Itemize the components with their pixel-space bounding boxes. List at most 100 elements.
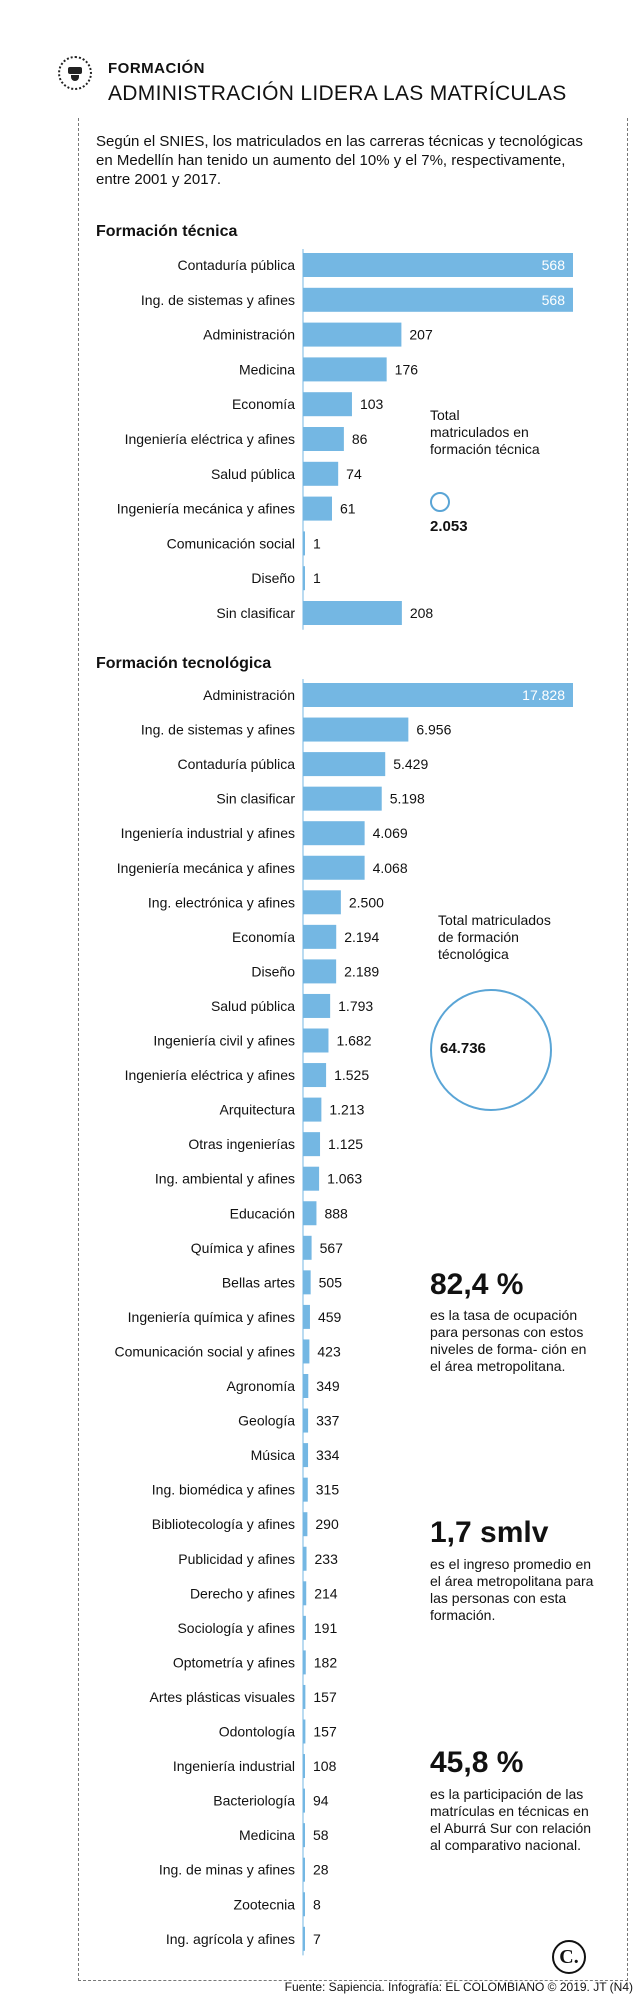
tecnologica-category-label: Química y afines [191, 1240, 295, 1256]
tecnologica-category-label: Bellas artes [222, 1274, 295, 1290]
fact-participation-value: 45,8 % [430, 1746, 524, 1779]
tecnologica-bar [303, 1892, 305, 1917]
total-tecnologica-value: 64.736 [440, 1040, 486, 1057]
fact-participation-text: es la participación de las matrículas en… [430, 1786, 592, 1853]
tecnologica-value-label: 5.198 [390, 791, 425, 807]
tecnologica-bar [303, 1339, 310, 1364]
tecnologica-bar [303, 959, 337, 984]
tecnica-bar [303, 253, 573, 277]
tecnica-value-label: 176 [395, 361, 419, 377]
tecnologica-bar [303, 1132, 321, 1157]
el-colombiano-logo: C. [552, 1940, 586, 1974]
tecnologica-bar [303, 1788, 305, 1813]
tecnologica-category-label: Bibliotecología y afines [152, 1516, 295, 1532]
tecnica-category-label: Medicina [239, 361, 295, 377]
total-tecnica-circle [430, 492, 450, 512]
graduation-cap-icon [58, 56, 92, 90]
tecnica-category-label: Contaduría pública [177, 257, 295, 273]
tecnologica-bar [303, 1028, 329, 1053]
tecnologica-bar [303, 993, 331, 1018]
tecnica-category-label: Ingeniería mecánica y afines [117, 501, 295, 517]
tecnologica-category-label: Ingeniería industrial y afines [121, 825, 295, 841]
tecnologica-value-label: 4.068 [373, 860, 408, 876]
tecnologica-value-label: 315 [316, 1482, 340, 1498]
source-credit: Fuente: Sapiencia. Infografía: EL COLOMB… [284, 1980, 633, 1994]
tecnologica-category-label: Música [251, 1447, 296, 1463]
tecnica-value-label: 568 [542, 292, 566, 308]
tecnologica-category-label: Salud pública [211, 998, 295, 1014]
tecnologica-category-label: Publicidad y afines [178, 1551, 295, 1567]
tecnologica-value-label: 459 [318, 1309, 342, 1325]
tecnica-category-label: Comunicación social [167, 535, 295, 551]
tecnica-bar [303, 322, 402, 347]
tecnologica-category-label: Ingeniería mecánica y afines [117, 860, 295, 876]
tecnica-value-label: 61 [340, 501, 356, 517]
tecnologica-value-label: 1.682 [336, 1033, 371, 1049]
tecnologica-category-label: Ingeniería industrial [173, 1758, 295, 1774]
tecnologica-bar [303, 683, 573, 707]
tecnica-value-label: 1 [313, 535, 321, 551]
tecnologica-category-label: Diseño [251, 963, 295, 979]
tecnologica-category-label: Comunicación social y afines [114, 1343, 295, 1359]
tecnologica-category-label: Ingeniería química y afines [128, 1309, 295, 1325]
tecnologica-value-label: 28 [313, 1862, 329, 1878]
tecnologica-bar [303, 821, 365, 846]
tecnologica-bar [303, 924, 337, 949]
tecnologica-category-label: Bacteriología [213, 1793, 295, 1809]
tecnica-bar [303, 287, 573, 312]
total-tecnica-value: 2.053 [430, 518, 468, 535]
tecnologica-category-label: Contaduría pública [177, 756, 295, 772]
tecnica-bar [303, 601, 402, 625]
tecnologica-category-label: Agronomía [227, 1378, 296, 1394]
tecnologica-bar [303, 1546, 307, 1571]
tecnologica-category-label: Ing. agrícola y afines [166, 1931, 295, 1947]
tecnologica-value-label: 2.194 [344, 929, 379, 945]
tecnologica-value-label: 8 [313, 1896, 321, 1912]
tecnologica-category-label: Derecho y afines [190, 1585, 295, 1601]
tecnologica-value-label: 7 [313, 1931, 321, 1947]
tecnologica-value-label: 1.125 [328, 1136, 363, 1152]
tecnica-category-label: Ing. de sistemas y afines [141, 292, 295, 308]
chart-title-tecnica: Formación técnica [96, 223, 238, 240]
tecnica-bar [303, 392, 352, 417]
tecnica-bar [303, 496, 332, 521]
tecnologica-value-label: 888 [324, 1205, 348, 1221]
tecnologica-bar [303, 1408, 309, 1433]
tecnologica-value-label: 505 [319, 1274, 343, 1290]
total-tecnica-label: Total matriculados en formación técnica [430, 407, 540, 457]
tecnologica-value-label: 4.069 [373, 825, 408, 841]
tecnologica-category-label: Artes plásticas visuales [149, 1689, 295, 1705]
total-tecnologica-label: Total matriculados de formación técnológ… [438, 912, 551, 962]
tecnologica-category-label: Ingeniería civil y afines [153, 1033, 295, 1049]
tecnologica-bar [303, 717, 409, 742]
tecnica-value-label: 74 [346, 466, 362, 482]
tecnica-category-label: Salud pública [211, 466, 295, 482]
tecnica-value-label: 568 [542, 257, 566, 273]
tecnologica-bar [303, 1374, 309, 1398]
tecnica-bar [303, 566, 305, 591]
tecnologica-category-label: Ing. electrónica y afines [148, 894, 295, 910]
tecnologica-bar [303, 752, 386, 777]
tecnica-bar [303, 461, 339, 486]
tecnologica-value-label: 1.213 [329, 1102, 364, 1118]
tecnologica-bar [303, 1926, 305, 1951]
tecnologica-value-label: 567 [320, 1240, 344, 1256]
tecnologica-value-label: 290 [315, 1516, 339, 1532]
fact-income-text: es el ingreso promedio en el área metrop… [430, 1556, 594, 1623]
tecnologica-category-label: Zootecnia [234, 1896, 296, 1912]
tecnologica-category-label: Optometría y afines [173, 1654, 295, 1670]
tecnologica-value-label: 214 [314, 1585, 338, 1601]
fact-occupation-text: es la tasa de ocupación para personas co… [430, 1307, 587, 1374]
tecnologica-bar [303, 1512, 308, 1537]
tecnica-bar [303, 531, 305, 556]
tecnologica-bar [303, 1754, 305, 1779]
tecnologica-value-label: 108 [313, 1758, 337, 1774]
tecnologica-bar [303, 1684, 306, 1709]
tecnica-bar [303, 357, 387, 382]
total-tecnologica-circle [430, 989, 552, 1111]
intro-text: Según el SNIES, los matriculados en las … [96, 133, 583, 188]
tecnologica-value-label: 423 [317, 1343, 341, 1359]
tecnologica-value-label: 5.429 [393, 756, 428, 772]
tecnica-category-label: Diseño [251, 570, 295, 586]
infographic-frame [78, 118, 628, 1981]
